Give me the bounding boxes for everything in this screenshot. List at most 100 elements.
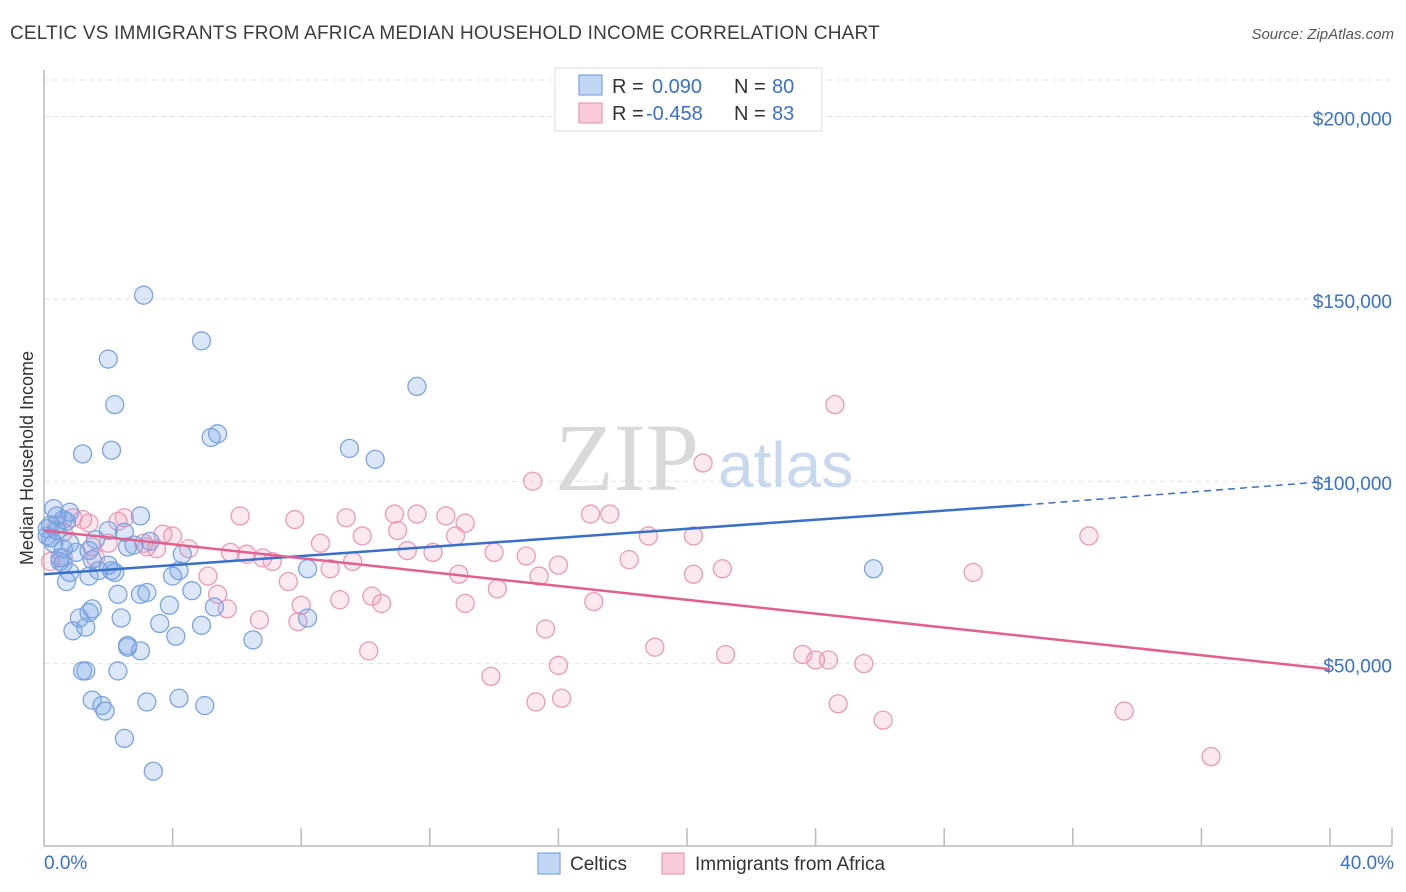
bottom-legend-africa: Immigrants from Africa — [695, 854, 885, 875]
celtics-point — [297, 608, 318, 628]
africa-point — [526, 692, 546, 712]
watermark-zip: ZIP — [555, 404, 699, 511]
trend-lines — [43, 480, 1331, 671]
celtics-point — [72, 444, 93, 464]
africa-point — [683, 526, 704, 546]
africa-point — [873, 710, 893, 730]
celtics-point — [101, 440, 122, 460]
celtics-point — [150, 613, 170, 634]
legend-n-value-2: 83 — [772, 103, 794, 125]
africa-point — [600, 504, 620, 524]
africa-point — [548, 555, 569, 575]
y-tick-label: $150,000 — [1313, 292, 1392, 313]
celtics-point — [98, 520, 118, 541]
celtics-point — [130, 584, 151, 604]
celtics-point — [95, 701, 115, 721]
celtics-point — [63, 621, 83, 641]
africa-point — [828, 694, 848, 714]
africa-point — [342, 551, 363, 572]
celtics-point — [108, 584, 128, 604]
legend-swatch-celtics — [578, 74, 603, 96]
stats-legend: R = 0.090 N = 80 R = -0.458 N = 83 — [554, 67, 823, 132]
celtics-point — [114, 522, 135, 542]
celtics-point — [407, 376, 427, 397]
africa-point — [445, 526, 466, 546]
y-tick-label: $200,000 — [1313, 109, 1392, 130]
africa-point — [535, 619, 556, 639]
celtics-point — [159, 595, 180, 615]
celtics-point — [204, 597, 225, 617]
celtics-point — [191, 331, 212, 351]
africa-point — [481, 666, 501, 687]
celtics-point — [98, 349, 118, 369]
africa-point — [387, 520, 408, 541]
celtics-point — [82, 690, 102, 710]
celtics-point — [191, 615, 212, 635]
celtics-point — [137, 692, 157, 712]
celtics-point — [172, 544, 192, 564]
x-tick-label-end: 40.0% — [1340, 853, 1394, 874]
africa-point — [278, 571, 298, 592]
celtics-point — [195, 695, 215, 716]
celtics-point — [117, 537, 138, 557]
africa-point — [371, 593, 392, 614]
africa-point — [352, 526, 372, 546]
africa-point — [320, 559, 340, 579]
celtics-point — [117, 637, 138, 657]
bottom-legend-swatch-africa — [661, 852, 685, 875]
africa-point — [384, 504, 405, 524]
celtics-point — [111, 608, 131, 628]
africa-point — [79, 513, 99, 533]
africa-point — [436, 506, 456, 526]
africa-point — [693, 453, 713, 473]
africa-point — [818, 650, 839, 670]
legend-r-label-2: R = — [612, 103, 644, 125]
celtics-point — [297, 559, 318, 579]
celtics-point — [134, 285, 154, 305]
celtics-point — [863, 559, 884, 579]
y-tick-label: $100,000 — [1313, 474, 1392, 495]
africa-trend-line — [43, 529, 1331, 671]
chart-source: Source: ZipAtlas.com — [1251, 26, 1394, 43]
africa-point — [162, 526, 183, 546]
celtics-point — [143, 761, 163, 781]
y-tick-label: $50,000 — [1323, 657, 1392, 678]
africa-point — [455, 593, 475, 614]
legend-n-label-2: N = — [734, 103, 766, 125]
celtics-point — [40, 528, 61, 548]
series-africa-points — [40, 394, 1221, 767]
legend-r-value-2: -0.458 — [646, 103, 703, 125]
africa-point — [330, 590, 350, 610]
africa-point — [484, 542, 504, 563]
celtics-point — [79, 602, 99, 623]
africa-point — [336, 508, 356, 528]
celtics-point — [201, 427, 221, 448]
africa-point — [683, 564, 704, 584]
celtics-trend-line — [43, 503, 1025, 576]
x-tick-label-start: 0.0% — [44, 853, 87, 874]
africa-point — [963, 562, 983, 583]
africa-point — [516, 546, 536, 566]
legend-n-label-1: N = — [734, 76, 766, 98]
africa-point — [285, 509, 305, 530]
africa-point — [712, 559, 733, 579]
celtics-point — [105, 394, 125, 415]
africa-point — [1079, 526, 1099, 546]
legend-swatch-africa — [578, 102, 603, 124]
celtics-point — [365, 449, 385, 470]
africa-point — [487, 579, 507, 599]
africa-point — [359, 641, 379, 661]
celtics-point — [169, 688, 189, 708]
celtics-point — [56, 571, 77, 592]
chart-title: CELTIC VS IMMIGRANTS FROM AFRICA MEDIAN … — [10, 23, 880, 44]
africa-point — [551, 688, 572, 708]
celtics-point — [66, 542, 86, 563]
africa-point — [854, 653, 874, 674]
africa-point — [645, 637, 665, 657]
africa-point — [407, 504, 427, 524]
celtics-point — [114, 728, 135, 749]
africa-point — [230, 506, 250, 526]
celtics-point — [50, 551, 70, 572]
africa-point — [198, 566, 218, 586]
